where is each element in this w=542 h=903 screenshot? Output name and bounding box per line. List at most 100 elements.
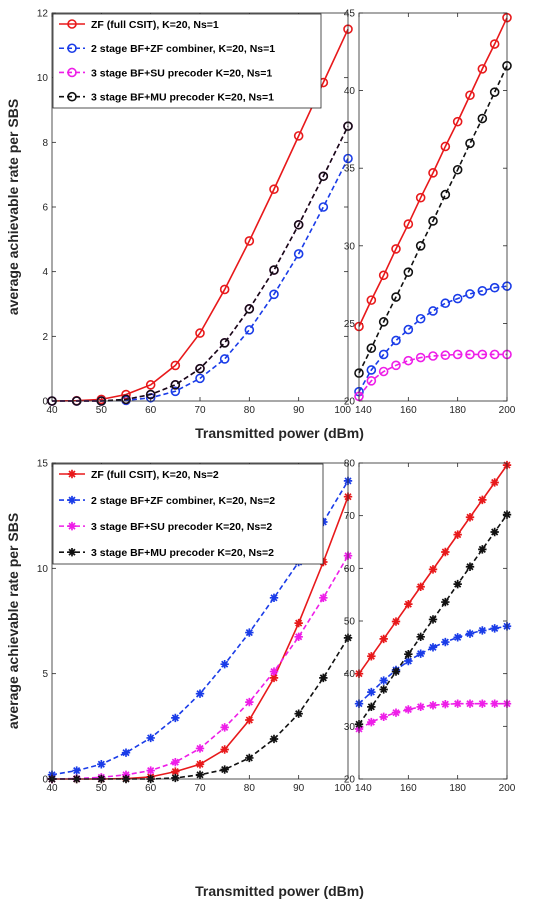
data-point-1 [170, 360, 181, 371]
data-point-4 [366, 343, 377, 354]
data-point-3 [269, 667, 279, 676]
data-point-4 [477, 113, 488, 124]
data-point-2 [465, 629, 475, 638]
data-point-2 [269, 289, 279, 300]
data-point-4 [415, 241, 426, 251]
data-point-2 [428, 643, 438, 652]
data-point-1 [416, 582, 425, 591]
data-point-2 [391, 335, 401, 346]
data-point-4 [195, 363, 205, 374]
data-point-2 [219, 354, 230, 364]
data-point-4 [244, 304, 255, 314]
data-point-3 [465, 349, 475, 360]
plot-frame [358, 462, 508, 780]
data-point-1 [415, 192, 426, 203]
x-tick-label: 40 [46, 405, 58, 416]
y-tick-label: 45 [344, 9, 356, 20]
y-tick-label: 30 [344, 722, 356, 733]
legend-marker-1 [67, 19, 77, 29]
data-point-3 [121, 770, 131, 779]
data-point-2 [416, 649, 425, 658]
data-point-2 [171, 713, 180, 723]
data-point-2 [318, 202, 329, 212]
legend-label-1: ZF (full CSIT), K=20, Ns=2 [91, 469, 219, 481]
data-point-1 [428, 565, 438, 574]
plot-area [359, 13, 507, 401]
data-point-2 [490, 624, 499, 633]
data-point-2 [404, 656, 413, 666]
data-point-4 [403, 267, 414, 277]
data-point-4 [478, 545, 487, 554]
data-point-4 [269, 265, 279, 275]
data-point-1 [403, 219, 414, 229]
x-tick-label: 50 [96, 405, 108, 416]
y-tick-label: 8 [42, 138, 48, 149]
data-point-1 [478, 495, 487, 505]
x-tick-label: 200 [499, 405, 516, 416]
legend-label-2: 2 stage BF+ZF combiner, K=20, Ns=1 [91, 43, 275, 55]
y-tick-label: 0 [42, 775, 48, 786]
x-axis-label: Transmitted power (dBm) [195, 883, 364, 899]
plot-frame [358, 12, 508, 402]
x-tick-label: 180 [449, 783, 466, 794]
y-tick-label: 0 [42, 397, 48, 408]
data-point-3 [403, 355, 414, 366]
legend-marker-4 [67, 91, 77, 102]
series-line-1 [358, 17, 508, 327]
legend-marker-2 [67, 495, 77, 505]
data-point-4 [465, 562, 475, 571]
data-point-2 [465, 289, 475, 299]
data-point-4 [318, 171, 329, 182]
legend: ZF (full CSIT), K=20, Ns=2 2 stage BF+ZF … [52, 463, 324, 565]
data-point-3 [294, 632, 303, 641]
x-tick-label: 140 [355, 405, 372, 416]
data-point-4 [378, 317, 389, 327]
x-tick-label: 90 [293, 783, 305, 794]
y-tick-label: 35 [344, 164, 356, 175]
data-point-1 [195, 328, 205, 338]
data-point-2 [170, 386, 181, 397]
data-point-4 [195, 770, 205, 779]
x-tick-label: 180 [449, 405, 466, 416]
data-point-2 [220, 659, 229, 669]
legend-marker-1 [67, 469, 77, 479]
data-point-3 [171, 757, 180, 767]
data-point-4 [171, 773, 180, 783]
x-tick-label: 100 [334, 405, 351, 416]
x-tick-label: 160 [400, 783, 417, 794]
data-point-1 [171, 767, 180, 776]
legend-box [52, 463, 324, 565]
data-point-4 [452, 164, 463, 175]
data-point-2 [146, 733, 155, 743]
data-point-2 [244, 325, 255, 335]
x-axis-label: Transmitted power (dBm) [195, 425, 364, 441]
data-point-3 [366, 376, 377, 386]
panel-right: 140 160 180 200 20 25 30 35 40 45 [344, 9, 516, 417]
data-point-1 [391, 617, 401, 626]
data-point-1 [367, 652, 376, 661]
data-point-2 [269, 593, 279, 603]
data-point-4 [441, 597, 450, 607]
data-point-4 [294, 709, 303, 718]
data-point-1 [477, 64, 488, 74]
y-tick-label: 40 [344, 86, 356, 97]
data-point-4 [490, 527, 499, 537]
data-point-2 [403, 324, 414, 335]
data-point-2 [121, 748, 131, 757]
data-point-3 [416, 702, 425, 712]
x-tick-label: 140 [355, 783, 372, 794]
data-point-3 [465, 699, 475, 708]
data-point-3 [378, 366, 389, 377]
y-tick-label: 50 [344, 617, 356, 628]
data-point-3 [441, 700, 450, 709]
data-point-2 [477, 286, 488, 296]
y-tick-label: 80 [344, 459, 356, 470]
data-point-3 [452, 349, 463, 360]
data-point-3 [146, 766, 155, 775]
data-point-1 [220, 745, 229, 754]
y-tick-label: 60 [344, 564, 356, 575]
data-point-2 [366, 365, 377, 375]
data-point-1 [379, 634, 388, 644]
series-line-1 [51, 28, 349, 402]
legend-label-4: 3 stage BF+MU precoder K=20, Ns=2 [91, 547, 274, 559]
